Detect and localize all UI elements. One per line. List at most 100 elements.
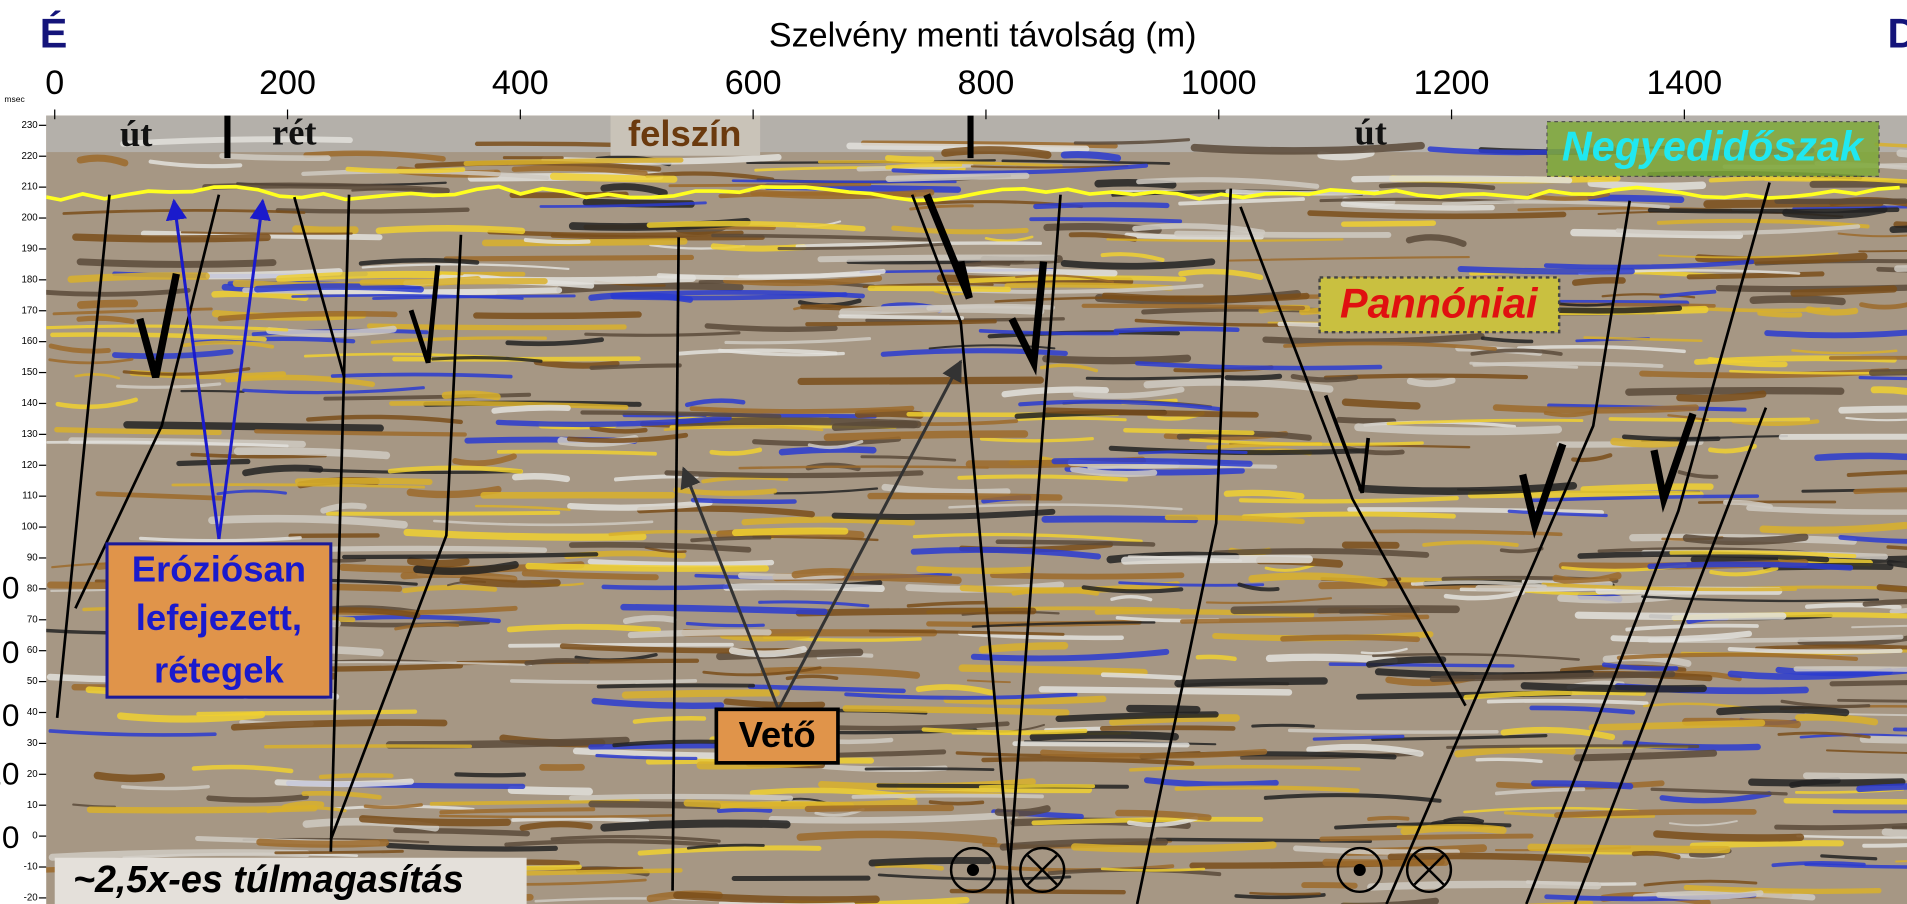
reflector bbox=[1319, 833, 1534, 842]
reflector bbox=[750, 189, 935, 200]
y-tick-label: 70 bbox=[27, 614, 38, 625]
erosion-label: Eróziósan bbox=[132, 548, 306, 589]
reflector bbox=[1543, 259, 1755, 270]
reflector bbox=[1803, 772, 1907, 781]
reflector bbox=[1178, 197, 1306, 206]
reflector bbox=[601, 584, 732, 591]
reflector bbox=[1040, 748, 1268, 759]
reflector bbox=[1174, 785, 1360, 793]
reflector bbox=[747, 684, 906, 694]
reflector bbox=[978, 642, 1069, 654]
reflector bbox=[1656, 218, 1870, 229]
reflector bbox=[1557, 589, 1698, 604]
reflector bbox=[276, 270, 459, 283]
reflector bbox=[805, 319, 997, 327]
y-tick-label: 100 bbox=[21, 522, 38, 533]
reflector bbox=[1494, 787, 1586, 796]
reflector bbox=[74, 373, 121, 380]
reflector bbox=[1792, 205, 1907, 211]
road-label: út bbox=[1354, 112, 1386, 153]
reflector bbox=[1099, 725, 1236, 731]
reflector bbox=[1757, 310, 1803, 318]
reflector bbox=[1354, 423, 1563, 436]
y-tick-label: 120 bbox=[21, 460, 38, 471]
slip-arrow bbox=[1008, 261, 1048, 376]
x-tick-label: 800 bbox=[958, 64, 1015, 102]
reflector bbox=[385, 842, 558, 852]
fault-label: Vető bbox=[739, 714, 816, 755]
reflector bbox=[1248, 572, 1388, 587]
reflector bbox=[915, 684, 995, 696]
reflector bbox=[831, 420, 918, 432]
reflector bbox=[76, 315, 135, 325]
reflector bbox=[1580, 483, 1714, 493]
reflector bbox=[621, 689, 780, 699]
reflector bbox=[1328, 662, 1515, 668]
motion-cross bbox=[1413, 854, 1445, 886]
slip-arrow bbox=[1650, 412, 1697, 513]
reflector bbox=[589, 363, 682, 370]
reflector bbox=[1610, 437, 1680, 448]
reflector bbox=[1669, 550, 1857, 559]
reflector bbox=[984, 235, 1034, 243]
reflector bbox=[549, 172, 678, 183]
reflector bbox=[663, 424, 824, 432]
reflector bbox=[823, 430, 1029, 442]
reflector bbox=[673, 891, 880, 904]
reflector bbox=[438, 814, 674, 819]
reflector bbox=[525, 562, 770, 572]
reflector bbox=[838, 314, 965, 320]
reflector bbox=[1780, 699, 1871, 709]
reflector bbox=[910, 546, 1102, 560]
reflector bbox=[1858, 376, 1907, 381]
reflector bbox=[208, 514, 408, 529]
reflector bbox=[1060, 151, 1122, 162]
reflector bbox=[1012, 741, 1190, 748]
reflector bbox=[1862, 843, 1907, 848]
reflector bbox=[588, 743, 732, 750]
reflector bbox=[533, 358, 620, 369]
reflector bbox=[256, 838, 390, 848]
reflector bbox=[1070, 466, 1158, 477]
reflector bbox=[443, 254, 695, 262]
reflector bbox=[1241, 511, 1456, 520]
reflector bbox=[600, 819, 791, 832]
reflector bbox=[1475, 757, 1543, 764]
y-tick-label: 180 bbox=[21, 274, 38, 285]
reflector bbox=[1126, 704, 1201, 714]
reflector bbox=[95, 491, 224, 501]
reflector bbox=[1135, 360, 1383, 371]
reflector bbox=[928, 800, 985, 806]
reflector bbox=[1746, 505, 1907, 515]
x-tick-label: 0 bbox=[45, 64, 64, 102]
reflector bbox=[1709, 566, 1779, 577]
reflector bbox=[1224, 373, 1283, 381]
reflector bbox=[778, 446, 877, 456]
fault-box bbox=[714, 707, 840, 765]
y-tick-label: 30 bbox=[27, 738, 38, 749]
reflector bbox=[1794, 713, 1879, 726]
reflector bbox=[254, 429, 467, 437]
cropped-label: 0 bbox=[2, 569, 20, 605]
reflector bbox=[1287, 728, 1499, 734]
reflector bbox=[1378, 182, 1496, 191]
reflector bbox=[738, 465, 989, 470]
slip-arrow bbox=[136, 273, 180, 379]
pointer-arrow bbox=[165, 198, 221, 540]
x-tick-label: 1200 bbox=[1414, 64, 1490, 102]
reflector bbox=[1683, 884, 1882, 895]
reflector bbox=[1653, 830, 1805, 842]
reflector bbox=[885, 155, 935, 163]
reflector bbox=[148, 159, 243, 169]
reflector bbox=[112, 348, 234, 360]
reflector bbox=[1205, 597, 1333, 605]
reflector bbox=[1659, 791, 1772, 804]
reflector bbox=[731, 527, 849, 537]
reflector bbox=[1708, 175, 1907, 184]
reflector bbox=[1583, 336, 1703, 343]
reflector bbox=[1527, 843, 1731, 854]
reflector bbox=[1520, 682, 1707, 693]
reflector bbox=[1312, 734, 1405, 741]
y-tick-label: 90 bbox=[27, 553, 38, 564]
